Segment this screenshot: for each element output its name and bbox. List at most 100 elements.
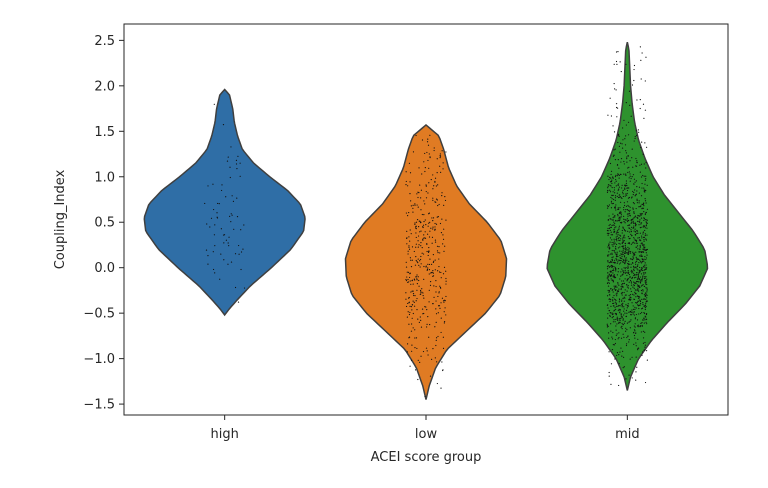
strip-point-mid xyxy=(641,242,643,244)
strip-point-mid xyxy=(624,138,626,140)
strip-point-mid xyxy=(628,231,631,233)
strip-point-mid xyxy=(612,213,614,215)
strip-point-mid xyxy=(622,238,624,240)
strip-point-mid xyxy=(644,225,646,228)
strip-point-mid xyxy=(629,180,631,182)
strip-point-mid xyxy=(611,299,614,301)
strip-point-mid xyxy=(622,273,624,276)
strip-point-mid xyxy=(614,159,617,161)
strip-point-mid xyxy=(621,283,624,285)
strip-point-mid xyxy=(615,268,617,271)
strip-point-mid xyxy=(645,239,648,241)
strip-point-mid xyxy=(620,196,622,199)
strip-point-mid xyxy=(633,211,635,213)
strip-point-low xyxy=(426,326,428,328)
strip-point-high xyxy=(237,301,240,303)
strip-point-mid xyxy=(607,317,609,319)
strip-point-mid xyxy=(618,145,621,147)
strip-point-mid xyxy=(637,297,640,299)
strip-point-mid xyxy=(643,240,645,242)
strip-point-mid xyxy=(632,166,634,168)
strip-point-mid xyxy=(621,127,624,129)
strip-point-mid xyxy=(623,314,625,316)
strip-point-low xyxy=(437,216,439,218)
strip-point-low xyxy=(412,290,414,292)
strip-point-mid xyxy=(623,215,625,217)
strip-point-mid xyxy=(623,310,625,312)
strip-point-mid xyxy=(635,293,637,295)
strip-point-low xyxy=(419,184,421,186)
strip-point-low xyxy=(428,246,430,249)
strip-point-mid xyxy=(615,302,617,304)
strip-point-mid xyxy=(637,214,639,217)
strip-point-mid xyxy=(625,209,627,211)
strip-point-mid xyxy=(635,379,637,381)
strip-point-mid xyxy=(643,163,645,165)
strip-point-mid xyxy=(637,347,640,349)
strip-point-mid xyxy=(624,229,626,232)
strip-point-low xyxy=(408,297,410,299)
strip-point-mid xyxy=(624,246,627,248)
strip-point-mid xyxy=(610,196,612,199)
strip-point-mid xyxy=(626,259,628,261)
strip-point-mid xyxy=(609,253,612,255)
strip-point-low xyxy=(409,280,411,282)
strip-point-mid xyxy=(629,104,631,106)
strip-point-mid xyxy=(613,238,615,240)
strip-point-mid xyxy=(641,279,643,281)
strip-point-mid xyxy=(617,215,619,217)
strip-point-mid xyxy=(617,237,619,240)
strip-point-mid xyxy=(614,247,617,249)
strip-point-mid xyxy=(621,304,623,307)
strip-point-mid xyxy=(633,294,635,296)
strip-point-mid xyxy=(615,103,618,105)
strip-point-high xyxy=(237,155,239,157)
strip-point-low xyxy=(414,337,416,339)
strip-point-mid xyxy=(628,281,630,283)
strip-point-mid xyxy=(611,234,614,236)
strip-point-low xyxy=(426,309,428,311)
strip-point-mid xyxy=(612,300,614,302)
strip-point-low xyxy=(411,317,413,319)
strip-point-mid xyxy=(642,319,644,321)
strip-point-high xyxy=(225,239,227,241)
strip-point-mid xyxy=(623,221,625,223)
strip-point-mid xyxy=(625,205,628,207)
strip-point-mid xyxy=(645,305,647,308)
strip-point-mid xyxy=(635,231,637,233)
strip-point-mid xyxy=(645,224,648,226)
strip-point-mid xyxy=(626,251,628,254)
strip-point-mid xyxy=(623,291,625,294)
strip-point-low xyxy=(441,361,443,363)
strip-point-mid xyxy=(624,251,626,253)
strip-point-mid xyxy=(615,51,618,53)
strip-point-mid xyxy=(618,225,621,227)
strip-point-mid xyxy=(639,259,641,261)
strip-point-mid xyxy=(623,163,625,165)
strip-point-mid xyxy=(644,307,646,309)
strip-point-low xyxy=(436,158,438,160)
strip-point-mid xyxy=(620,257,622,259)
strip-point-mid xyxy=(611,266,614,268)
strip-point-mid xyxy=(645,264,647,266)
strip-point-mid xyxy=(641,284,643,286)
strip-point-mid xyxy=(614,289,617,292)
strip-point-mid xyxy=(644,344,647,346)
strip-point-mid xyxy=(635,165,637,167)
strip-point-low xyxy=(428,153,430,155)
strip-point-mid xyxy=(636,198,638,200)
strip-point-low xyxy=(442,168,444,170)
strip-point-mid xyxy=(614,206,616,209)
strip-point-mid xyxy=(618,228,620,231)
strip-point-mid xyxy=(610,234,612,236)
strip-point-mid xyxy=(621,268,623,270)
strip-point-mid xyxy=(619,254,621,257)
strip-point-mid xyxy=(619,219,621,221)
strip-point-mid xyxy=(622,302,624,304)
strip-point-low xyxy=(420,197,422,199)
strip-point-low xyxy=(406,276,408,278)
strip-point-mid xyxy=(629,327,631,329)
strip-point-mid xyxy=(636,280,638,283)
strip-point-mid xyxy=(611,179,613,181)
strip-point-mid xyxy=(624,267,626,269)
